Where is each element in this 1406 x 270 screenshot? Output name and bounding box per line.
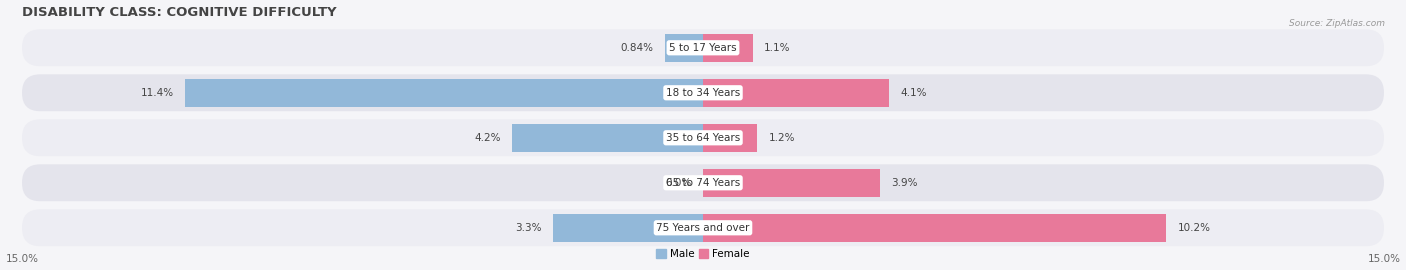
Bar [703,124,758,152]
Text: 4.2%: 4.2% [474,133,501,143]
Text: 0.84%: 0.84% [620,43,654,53]
Bar [186,79,703,107]
Bar [703,34,754,62]
FancyBboxPatch shape [22,209,1384,246]
Text: 10.2%: 10.2% [1177,223,1211,233]
Bar [703,214,1166,242]
Text: 1.1%: 1.1% [765,43,790,53]
Bar [512,124,703,152]
Text: 75 Years and over: 75 Years and over [657,223,749,233]
Text: 3.3%: 3.3% [516,223,541,233]
FancyBboxPatch shape [22,29,1384,66]
Text: 11.4%: 11.4% [141,88,174,98]
Text: 18 to 34 Years: 18 to 34 Years [666,88,740,98]
Bar [553,214,703,242]
Text: Source: ZipAtlas.com: Source: ZipAtlas.com [1289,19,1385,28]
Text: DISABILITY CLASS: COGNITIVE DIFFICULTY: DISABILITY CLASS: COGNITIVE DIFFICULTY [22,6,336,19]
Text: 4.1%: 4.1% [900,88,927,98]
FancyBboxPatch shape [22,119,1384,156]
Bar [703,79,889,107]
Text: 0.0%: 0.0% [665,178,692,188]
Text: 35 to 64 Years: 35 to 64 Years [666,133,740,143]
FancyBboxPatch shape [22,164,1384,201]
Bar [703,169,880,197]
Text: 5 to 17 Years: 5 to 17 Years [669,43,737,53]
Text: 65 to 74 Years: 65 to 74 Years [666,178,740,188]
Text: 3.9%: 3.9% [891,178,918,188]
Legend: Male, Female: Male, Female [652,245,754,263]
Bar [665,34,703,62]
Text: 1.2%: 1.2% [769,133,796,143]
FancyBboxPatch shape [22,74,1384,111]
